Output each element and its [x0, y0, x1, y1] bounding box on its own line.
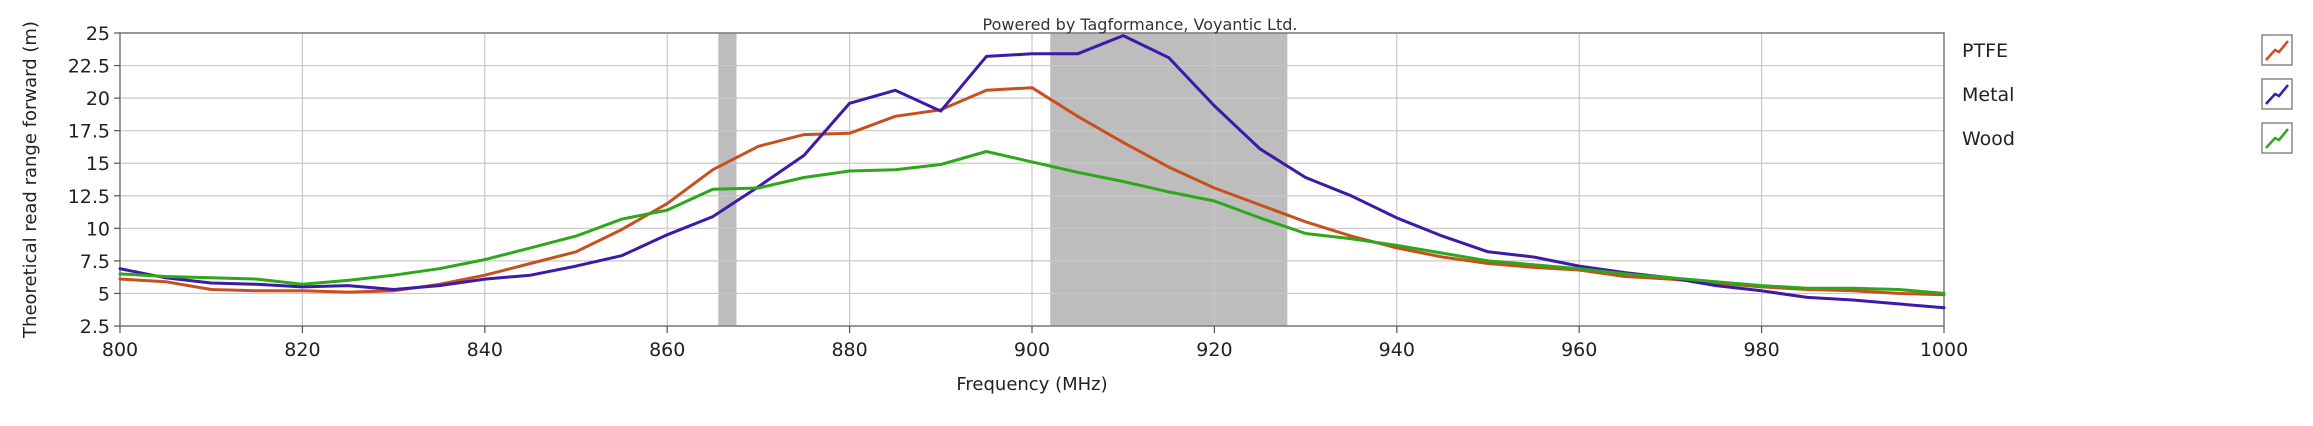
grid-lines: [119, 32, 1945, 327]
x-tick-label: 920: [1196, 339, 1232, 361]
y-tick-label: 7.5: [80, 251, 110, 273]
y-tick-label: 12.5: [68, 186, 110, 208]
x-tick-label: 840: [467, 339, 503, 361]
legend-label-wood: Wood: [1962, 128, 2015, 150]
y-axis-ticks: 2.5 5 7.5 10 12.5 15 17.5 20 22.5 25: [68, 23, 120, 338]
legend: PTFE Metal Wood: [1962, 34, 2293, 154]
x-tick-label: 940: [1379, 339, 1415, 361]
x-tick-label: 1000: [1920, 339, 1968, 361]
x-axis-ticks: 800 820 840 860 880 900 920 940 960 980 1000: [102, 326, 1968, 361]
x-tick-label: 820: [284, 339, 320, 361]
x-tick-label: 960: [1561, 339, 1597, 361]
y-tick-label: 25: [86, 23, 110, 45]
y-tick-label: 2.5: [80, 316, 110, 338]
y-tick-label: 20: [86, 88, 110, 110]
y-tick-label: 10: [86, 218, 110, 240]
legend-swatch-line: [2265, 40, 2289, 61]
y-tick-label: 17.5: [68, 121, 110, 143]
series-lines: [118, 34, 1946, 310]
x-axis-title: Frequency (MHz): [956, 374, 1107, 395]
y-tick-label: 22.5: [68, 56, 110, 78]
legend-label-metal: Metal: [1962, 84, 2014, 106]
legend-swatch-line: [2265, 128, 2289, 149]
y-axis-title: Theoretical read range forward (m): [20, 21, 41, 339]
x-tick-label: 900: [1014, 339, 1050, 361]
shaded-band: [718, 33, 737, 326]
x-tick-label: 980: [1743, 339, 1779, 361]
x-tick-label: 800: [102, 339, 138, 361]
y-tick-label: 15: [86, 153, 110, 175]
x-tick-label: 860: [649, 339, 685, 361]
series-line-wood: [118, 150, 1946, 295]
watermark-text: Powered by Tagformance, Voyantic Ltd.: [983, 15, 1298, 34]
legend-label-ptfe: PTFE: [1962, 40, 2008, 62]
shaded-bands: [718, 33, 1288, 326]
x-tick-label: 880: [831, 339, 867, 361]
y-tick-label: 5: [98, 283, 110, 305]
shaded-band: [1050, 33, 1288, 326]
legend-swatch-line: [2265, 84, 2289, 105]
